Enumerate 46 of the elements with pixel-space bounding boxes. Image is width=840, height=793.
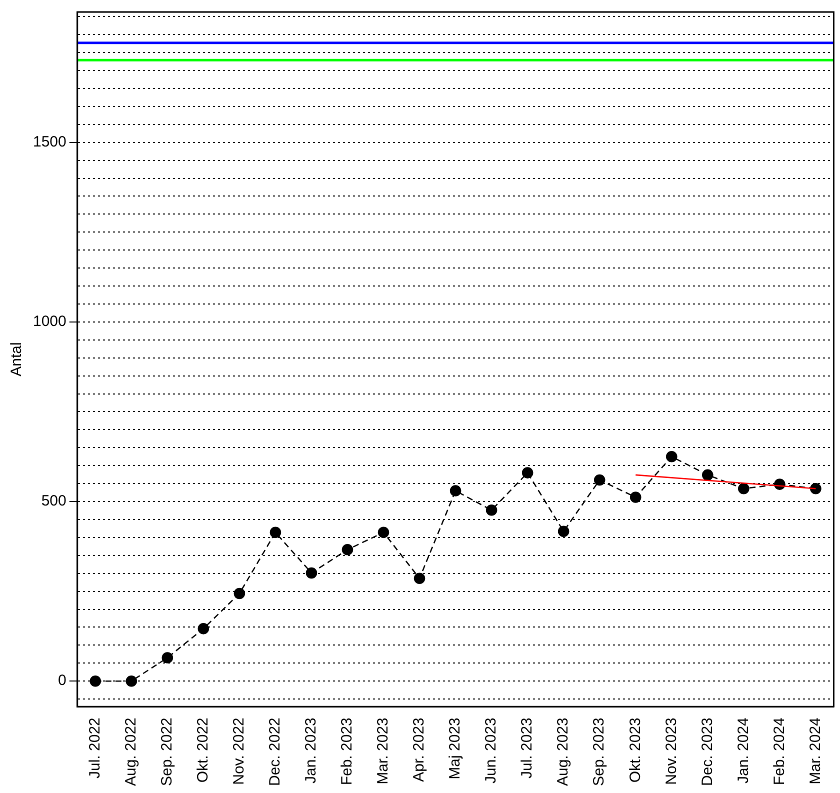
x-tick-label: Jan. 2023 [302, 718, 320, 784]
point [126, 675, 138, 687]
point [558, 526, 570, 537]
y-tick-label: 0 [58, 672, 66, 690]
point [234, 588, 246, 600]
point [162, 652, 174, 664]
y-axis-title: Antal [8, 342, 26, 376]
x-tick-label: Mar. 2023 [374, 718, 392, 784]
x-tick-label: Nov. 2023 [662, 718, 680, 785]
point [342, 544, 354, 556]
x-tick-label: Apr. 2023 [410, 718, 428, 782]
x-tick-label: Jul. 2023 [518, 718, 536, 778]
x-tick-label: Maj 2023 [446, 718, 464, 780]
x-tick-label: Feb. 2023 [338, 718, 356, 786]
x-tick-label: Sep. 2023 [590, 718, 608, 786]
point [378, 526, 390, 538]
point [594, 474, 606, 486]
y-tick-label: 1000 [32, 313, 66, 330]
y-tick-label: 500 [41, 492, 66, 510]
x-tick-label: Mar. 2024 [806, 718, 824, 784]
point [810, 482, 822, 494]
point [666, 450, 678, 462]
point [522, 467, 534, 478]
point [486, 504, 498, 516]
x-tick-label: Nov. 2022 [230, 718, 248, 785]
y-tick-label: 1500 [32, 134, 66, 151]
x-tick-label: Jan. 2024 [734, 718, 752, 784]
point [198, 623, 210, 634]
x-tick-label: Okt. 2023 [626, 718, 644, 783]
x-tick-label: Aug. 2023 [554, 718, 572, 786]
x-tick-label: Dec. 2022 [266, 718, 284, 786]
x-tick-label: Feb. 2024 [770, 718, 788, 786]
x-tick-label: Sep. 2022 [158, 718, 176, 786]
point [270, 526, 282, 538]
x-tick-label: Dec. 2023 [698, 718, 716, 786]
point [414, 572, 426, 584]
x-tick-label: Jul. 2022 [86, 718, 104, 778]
x-tick-label: Aug. 2022 [122, 718, 140, 786]
point [738, 482, 750, 494]
point [90, 675, 102, 687]
point [702, 469, 714, 481]
point [630, 492, 642, 503]
x-tick-label: Okt. 2022 [194, 718, 212, 783]
x-tick-label: Jun. 2023 [482, 718, 500, 784]
point [450, 485, 462, 496]
point [306, 567, 318, 579]
